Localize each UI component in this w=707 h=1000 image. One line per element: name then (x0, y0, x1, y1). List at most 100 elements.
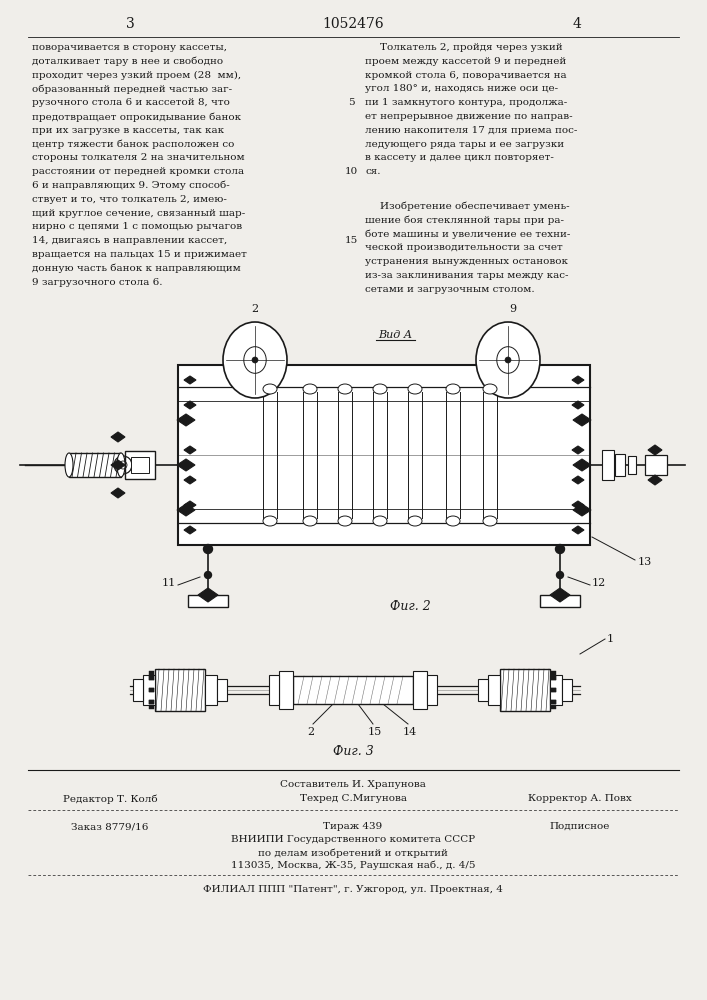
Text: боте машины и увеличение ее техни-: боте машины и увеличение ее техни- (365, 229, 571, 239)
Bar (217, 679, 227, 701)
Text: ВНИИПИ Государственного комитета СССР: ВНИИПИ Государственного комитета СССР (231, 835, 475, 844)
Text: проходит через узкий проем (28  мм),: проходит через узкий проем (28 мм), (32, 71, 241, 80)
Text: центр тяжести банок расположен со: центр тяжести банок расположен со (32, 140, 235, 149)
Bar (131, 457, 149, 473)
Polygon shape (648, 475, 662, 485)
Bar (20, 315, 687, 625)
Ellipse shape (263, 384, 277, 394)
Bar (540, 595, 580, 607)
Ellipse shape (483, 516, 497, 526)
Text: 2: 2 (308, 727, 315, 737)
Ellipse shape (556, 544, 564, 554)
Text: Заказ 8779/16: Заказ 8779/16 (71, 822, 148, 831)
Bar (149, 676, 154, 680)
Polygon shape (177, 459, 195, 471)
Bar (149, 700, 154, 704)
Polygon shape (572, 501, 584, 509)
Text: предотвращает опрокидывание банок: предотвращает опрокидывание банок (32, 112, 241, 121)
Polygon shape (572, 401, 584, 409)
Ellipse shape (65, 453, 73, 477)
Bar (149, 705, 154, 709)
Text: донную часть банок к направляющим: донную часть банок к направляющим (32, 264, 241, 273)
Bar (602, 450, 614, 480)
Text: рузочного стола 6 и кассетой 8, что: рузочного стола 6 и кассетой 8, что (32, 98, 230, 107)
Polygon shape (572, 376, 584, 384)
Text: ФИЛИАЛ ППП "Патент", г. Ужгород, ул. Проектная, 4: ФИЛИАЛ ППП "Патент", г. Ужгород, ул. Про… (203, 885, 503, 894)
Text: нирно с цепями 1 с помощью рычагов: нирно с цепями 1 с помощью рычагов (32, 222, 242, 231)
Bar (413, 671, 427, 709)
Text: Корректор А. Повх: Корректор А. Повх (528, 794, 632, 803)
Bar (551, 705, 556, 709)
Bar (551, 676, 556, 680)
Bar (551, 671, 556, 675)
Bar (178, 365, 590, 545)
Text: Подписное: Подписное (550, 822, 610, 831)
Ellipse shape (117, 453, 125, 477)
Ellipse shape (303, 384, 317, 394)
Ellipse shape (408, 516, 422, 526)
Text: ческой производительности за счет: ческой производительности за счет (365, 243, 563, 252)
Bar (149, 671, 154, 675)
Text: 4: 4 (573, 17, 581, 31)
Text: ствует и то, что толкатель 2, имею-: ствует и то, что толкатель 2, имею- (32, 195, 227, 204)
Bar (551, 676, 556, 680)
Polygon shape (111, 488, 125, 498)
Bar (478, 679, 488, 701)
Text: 5: 5 (348, 98, 354, 107)
Polygon shape (572, 526, 584, 534)
Ellipse shape (223, 322, 287, 398)
Polygon shape (184, 376, 196, 384)
Text: 15: 15 (368, 727, 382, 737)
Ellipse shape (204, 544, 213, 554)
Bar (188, 595, 228, 607)
Ellipse shape (338, 384, 352, 394)
Bar (149, 676, 154, 680)
Text: 14, двигаясь в направлении кассет,: 14, двигаясь в направлении кассет, (32, 236, 227, 245)
Text: 11: 11 (162, 578, 176, 588)
Ellipse shape (446, 516, 460, 526)
Text: Вид А: Вид А (378, 330, 412, 340)
Bar (488, 675, 500, 705)
Ellipse shape (446, 384, 460, 394)
Bar (149, 688, 154, 692)
Text: Толкатель 2, пройдя через узкий: Толкатель 2, пройдя через узкий (380, 43, 563, 52)
Ellipse shape (373, 516, 387, 526)
Text: сетами и загрузочным столом.: сетами и загрузочным столом. (365, 284, 534, 294)
Polygon shape (550, 588, 570, 602)
Text: в кассету и далее цикл повторяет-: в кассету и далее цикл повторяет- (365, 153, 554, 162)
Text: 15: 15 (344, 236, 358, 245)
Polygon shape (111, 432, 125, 442)
Bar (125, 451, 155, 479)
Text: ся.: ся. (365, 167, 380, 176)
Bar (205, 675, 217, 705)
Text: 9 загрузочного стола 6.: 9 загрузочного стола 6. (32, 278, 163, 287)
Ellipse shape (303, 516, 317, 526)
Text: поворачивается в сторону кассеты,: поворачивается в сторону кассеты, (32, 43, 227, 52)
Bar (269, 675, 279, 705)
Text: ледующего ряда тары и ее загрузки: ледующего ряда тары и ее загрузки (365, 140, 564, 149)
Polygon shape (648, 445, 662, 455)
Text: 12: 12 (592, 578, 606, 588)
Text: 1: 1 (607, 634, 614, 644)
Polygon shape (111, 460, 125, 470)
Text: из-за заклинивания тары между кас-: из-за заклинивания тары между кас- (365, 271, 568, 280)
Ellipse shape (204, 572, 211, 578)
Text: доталкивает тару в нее и свободно: доталкивает тару в нее и свободно (32, 57, 223, 66)
Text: 1052476: 1052476 (322, 17, 384, 31)
Ellipse shape (338, 516, 352, 526)
Polygon shape (573, 414, 591, 426)
Text: по делам изобретений и открытий: по делам изобретений и открытий (258, 848, 448, 857)
Polygon shape (184, 446, 196, 454)
Text: щий круглое сечение, связанный шар-: щий круглое сечение, связанный шар- (32, 209, 245, 218)
Ellipse shape (263, 516, 277, 526)
Bar (551, 688, 556, 692)
Bar (143, 675, 155, 705)
Text: Фиг. 2: Фиг. 2 (390, 600, 431, 613)
Polygon shape (572, 476, 584, 484)
Text: Изобретение обеспечивает умень-: Изобретение обеспечивает умень- (380, 202, 570, 211)
Bar (500, 669, 550, 711)
Text: 13: 13 (638, 557, 653, 567)
Ellipse shape (408, 384, 422, 394)
Text: Составитель И. Храпунова: Составитель И. Храпунова (280, 780, 426, 789)
Polygon shape (573, 504, 591, 516)
